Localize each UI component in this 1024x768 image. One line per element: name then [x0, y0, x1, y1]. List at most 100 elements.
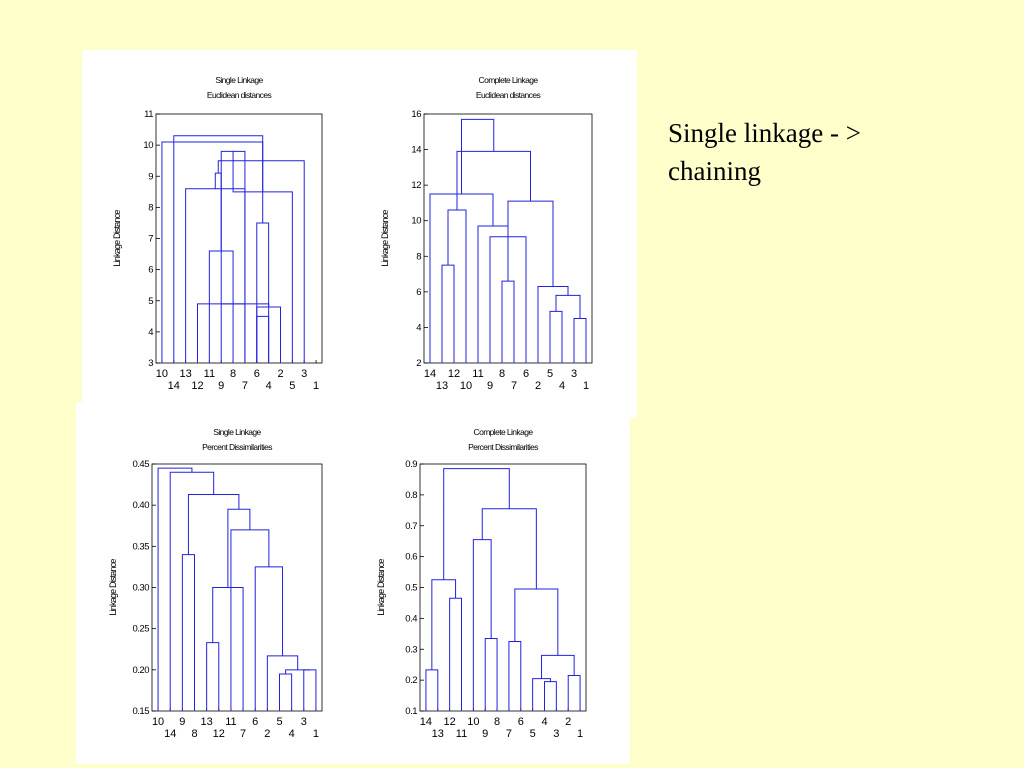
- leaf-label: 11: [472, 368, 483, 380]
- y-tick-label: 6: [148, 265, 153, 276]
- y-axis-label: Linkage Distance: [380, 210, 390, 267]
- dendrogram-link: [256, 315, 270, 363]
- dendrogram-link: [477, 225, 509, 363]
- leaf-label: 6: [518, 716, 524, 728]
- dendrogram-link: [173, 135, 264, 363]
- leaf-label: 14: [424, 368, 436, 380]
- chart-subtitle: Percent Dissimilarities: [468, 442, 538, 452]
- y-tick-label: 9: [148, 171, 153, 182]
- dendrogram-link: [567, 674, 581, 711]
- leaf-label: 5: [547, 368, 553, 380]
- leaf-label: 1: [577, 728, 583, 740]
- chart-subtitle: Euclidean distances: [207, 90, 272, 100]
- dendrogram-link: [501, 280, 515, 363]
- leaf-label: 8: [191, 728, 197, 740]
- dendrogram-link: [217, 160, 305, 363]
- y-tick-label: 0.5: [405, 583, 417, 594]
- leaf-label: 12: [191, 380, 203, 392]
- leaf-label: 8: [499, 368, 505, 380]
- dendrogram-link: [431, 579, 457, 670]
- y-tick-label: 0.4: [405, 613, 417, 624]
- y-tick-label: 0.30: [133, 583, 150, 594]
- leaf-label: 14: [168, 380, 180, 392]
- leaf-label: 2: [565, 716, 571, 728]
- leaf-label: 3: [571, 368, 577, 380]
- leaf-label: 9: [218, 380, 224, 392]
- dendrogram-link: [549, 310, 563, 363]
- leaf-label: 11: [456, 728, 467, 740]
- leaf-label: 9: [482, 728, 488, 740]
- dendrogram-link: [181, 554, 195, 711]
- y-tick-label: 11: [144, 109, 153, 120]
- dendrogram-link: [441, 264, 455, 363]
- dendrogram-link: [425, 669, 439, 711]
- dendrogram-link: [254, 566, 284, 711]
- y-tick-label: 0.15: [133, 706, 150, 717]
- dendrogram-link: [544, 681, 557, 711]
- leaf-label: 13: [436, 380, 448, 392]
- leaf-label: 13: [201, 716, 213, 728]
- leaf-label: 6: [523, 368, 529, 380]
- y-tick-label: 0.3: [405, 644, 417, 655]
- y-tick-label: 0.45: [133, 459, 150, 470]
- dendrogram-link: [532, 678, 551, 711]
- chart-title: Complete Linkage: [474, 427, 534, 437]
- dendrogram-link: [157, 467, 193, 711]
- bottom-chart-panel: [76, 402, 630, 764]
- dendrogram-single-euclidean: Single Linkage Euclidean distances Linkage…: [112, 75, 323, 392]
- leaf-label: 8: [494, 716, 500, 728]
- y-tick-label: 16: [411, 109, 421, 120]
- dendrogram-link: [481, 508, 537, 590]
- leaf-label: 11: [204, 368, 215, 380]
- dendrogram-link: [185, 188, 246, 363]
- y-tick-label: 0.6: [405, 552, 417, 563]
- dendrogram-link: [508, 641, 522, 711]
- leaf-label: 1: [583, 380, 589, 392]
- dendrogram-complete-euclidean: Complete Linkage Euclidean distances Linka…: [380, 75, 593, 392]
- dendrogram-link: [230, 529, 270, 711]
- dendrogram-link: [285, 669, 310, 674]
- y-axis-label: Linkage Distance: [112, 210, 122, 267]
- dendrogram-link: [472, 539, 492, 711]
- leaf-label: 9: [487, 380, 493, 392]
- leaf-label: 9: [179, 716, 185, 728]
- leaf-label: 2: [277, 368, 283, 380]
- dendrogram-link: [279, 673, 293, 711]
- dendrogram-link: [256, 222, 270, 363]
- chart-title: Single Linkage: [215, 75, 263, 85]
- y-tick-label: 14: [411, 145, 421, 156]
- dendrogram-link: [507, 200, 554, 287]
- leaf-label: 4: [541, 716, 547, 728]
- leaf-label: 14: [420, 716, 432, 728]
- dendrogram-complete-percent: Complete Linkage Percent Dissimilarities L…: [376, 427, 587, 740]
- leaf-label: 14: [164, 728, 176, 740]
- dendrogram-link: [456, 150, 531, 211]
- y-tick-label: 6: [416, 287, 421, 298]
- leaf-label: 7: [240, 728, 246, 740]
- chart-subtitle: Euclidean distances: [476, 90, 541, 100]
- leaf-label: 10: [467, 716, 479, 728]
- dendrogram-link: [169, 471, 215, 711]
- y-axis-label: Linkage Distance: [108, 559, 118, 616]
- y-tick-label: 10: [143, 140, 153, 151]
- dendrogram-link: [555, 294, 581, 319]
- dendrogram-link: [537, 286, 569, 363]
- y-tick-label: 5: [148, 296, 153, 307]
- dendrogram-link: [461, 118, 495, 195]
- y-tick-label: 0.25: [133, 624, 150, 635]
- leaf-label: 3: [301, 716, 307, 728]
- dendrogram-single-percent: Single Linkage Percent Dissimilarities Lin…: [108, 427, 323, 740]
- y-axis-label: Linkage Distance: [376, 559, 386, 616]
- slide-note-line-1: Single linkage - >: [668, 118, 861, 148]
- y-tick-label: 0.1: [405, 706, 417, 717]
- leaf-label: 6: [254, 368, 260, 380]
- dendrogram-link: [161, 141, 264, 363]
- dendrogram-link: [447, 209, 467, 363]
- slide-note-line-2: chaining: [668, 156, 761, 186]
- dendrogram-link: [206, 642, 220, 711]
- y-tick-label: 2: [416, 358, 421, 369]
- y-tick-label: 3: [148, 358, 153, 369]
- dendrogram-link: [429, 193, 494, 363]
- leaf-label: 7: [511, 380, 517, 392]
- dendrogram-link: [514, 588, 559, 656]
